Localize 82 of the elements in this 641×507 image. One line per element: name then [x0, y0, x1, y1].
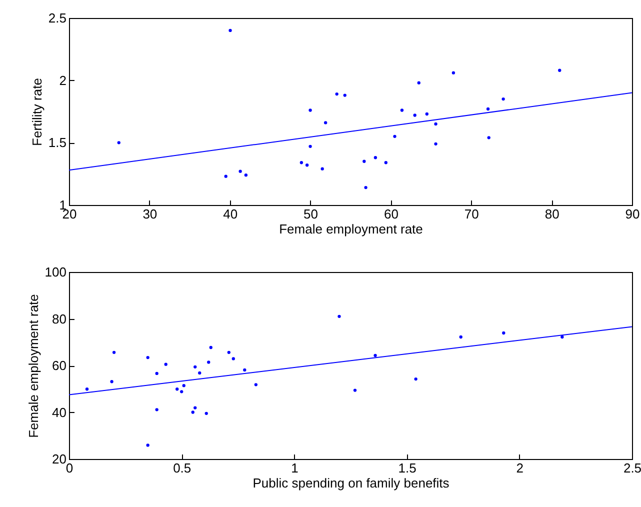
y-tick-label: 40 — [52, 404, 66, 420]
x-axis-title: Public spending on family benefits — [252, 476, 450, 490]
x-tick-label: 70 — [464, 206, 479, 222]
x-axis-title: Female employment rate — [279, 222, 423, 236]
x-tick-label: 0 — [66, 460, 74, 476]
point — [305, 164, 309, 167]
point — [425, 112, 428, 116]
point — [487, 136, 490, 140]
point — [238, 170, 242, 173]
point — [486, 107, 490, 111]
point — [558, 68, 562, 72]
x-tick-label: 50 — [304, 206, 318, 222]
point — [300, 161, 304, 164]
point — [117, 141, 120, 144]
point — [228, 28, 232, 32]
x-tick-label: 1.5 — [398, 460, 416, 476]
point — [417, 81, 420, 84]
point — [413, 114, 416, 117]
point — [374, 156, 378, 160]
x-tick-label: 40 — [223, 206, 238, 222]
point — [207, 360, 210, 364]
point — [343, 94, 346, 97]
point — [338, 314, 341, 318]
y-tick-label: 2 — [59, 72, 66, 88]
point — [434, 142, 438, 146]
point — [459, 335, 462, 339]
point — [502, 331, 506, 335]
point — [244, 174, 248, 177]
point — [434, 122, 438, 126]
point — [324, 121, 328, 124]
y-tick-label: 2.5 — [48, 10, 66, 26]
point — [227, 350, 230, 354]
y-axis-title: Fertility rate — [29, 78, 44, 146]
point — [232, 357, 235, 360]
point — [560, 335, 564, 339]
point — [384, 161, 388, 164]
point — [191, 410, 194, 414]
point — [182, 384, 186, 388]
point — [146, 444, 150, 447]
point — [362, 160, 366, 163]
x-tick-label: 0.5 — [173, 460, 192, 476]
y-tick-label: 80 — [52, 311, 66, 326]
point — [180, 390, 184, 394]
x-tick-label: 80 — [544, 206, 560, 222]
point — [308, 144, 312, 148]
point — [254, 383, 258, 386]
x-tick-label: 1 — [291, 460, 298, 476]
x-tick-label: 60 — [384, 206, 398, 222]
x-tick-label: 2 — [516, 460, 524, 476]
point — [146, 356, 150, 360]
point — [155, 408, 158, 412]
x-tick-label: 2.5 — [623, 460, 641, 476]
point — [194, 365, 197, 368]
point — [224, 174, 228, 178]
y-tick-label: 1.5 — [48, 135, 66, 150]
point — [364, 186, 368, 190]
point — [374, 354, 377, 358]
point — [400, 108, 404, 112]
point — [308, 108, 312, 112]
point — [502, 97, 505, 101]
point — [320, 167, 324, 170]
point — [335, 92, 338, 96]
point — [112, 350, 116, 354]
point — [353, 388, 357, 392]
point — [243, 368, 246, 372]
x-tick-label: 30 — [142, 206, 158, 222]
point — [85, 388, 89, 391]
point — [194, 406, 197, 410]
point — [209, 346, 212, 350]
point — [452, 71, 456, 74]
point — [393, 134, 396, 138]
point — [176, 388, 179, 391]
point — [204, 412, 208, 415]
point — [198, 371, 202, 375]
y-axis-title: Female employment rate — [26, 294, 41, 438]
x-tick-label: 90 — [625, 206, 640, 222]
point — [414, 377, 418, 381]
point — [155, 372, 158, 376]
y-tick-label: 100 — [44, 264, 66, 280]
point — [110, 380, 114, 384]
y-tick-label: 60 — [52, 358, 66, 373]
point — [164, 362, 168, 366]
